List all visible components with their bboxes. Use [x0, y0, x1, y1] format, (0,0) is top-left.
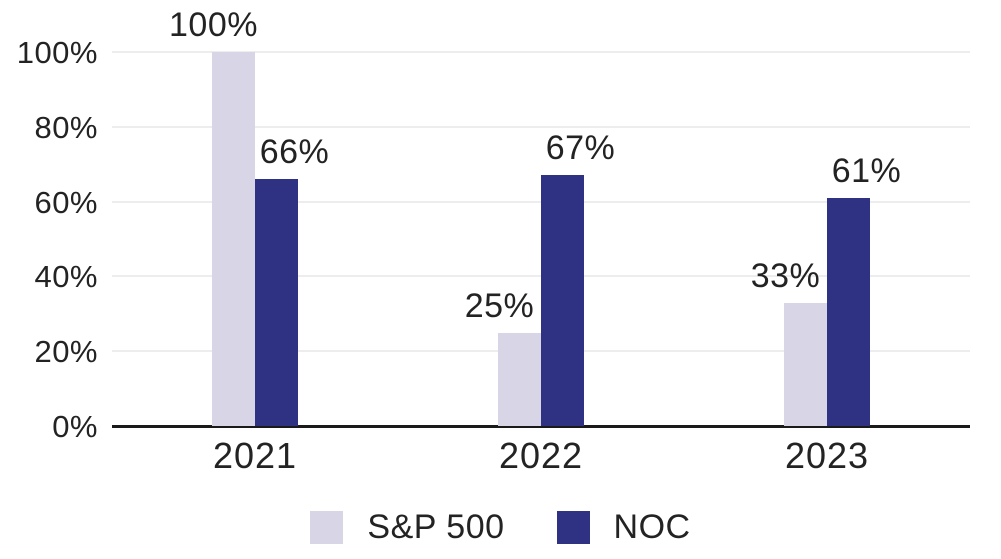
bar-value-label: 33% [750, 256, 821, 295]
y-axis-tick-label: 40% [34, 259, 98, 295]
legend-swatch-sp500 [310, 510, 344, 544]
y-axis-tick-label: 60% [34, 184, 98, 220]
chart-legend: S&P 500 NOC [0, 509, 1001, 545]
bar-value-label: 25% [464, 286, 535, 325]
gridline [112, 51, 970, 53]
x-axis-category-label: 2022 [498, 435, 584, 476]
bar-noc [827, 197, 870, 426]
y-axis-tick-label: 80% [34, 109, 98, 145]
bar-noc [255, 179, 298, 426]
x-axis-category-label: 2023 [784, 435, 870, 476]
x-axis-line [112, 424, 970, 428]
bar-value-label: 61% [831, 151, 902, 190]
bar-value-label: 66% [259, 133, 330, 172]
bar-sp500 [498, 332, 541, 426]
bar-sp500 [784, 302, 827, 426]
bar-value-label: 67% [545, 129, 616, 168]
bar-noc [541, 175, 584, 426]
gridline [112, 125, 970, 128]
x-axis-category-label: 2021 [212, 435, 298, 476]
legend-item: S&P 500 [310, 509, 504, 545]
legend-label: S&P 500 [367, 508, 505, 546]
bar-value-label: 100% [169, 6, 258, 44]
legend-item: NOC [556, 508, 691, 546]
bar-sp500 [212, 52, 255, 426]
legend-label: NOC [613, 508, 691, 546]
y-axis-tick-label: 100% [16, 35, 98, 70]
legend-swatch-noc [556, 510, 590, 544]
y-axis-tick-label: 0% [52, 409, 98, 444]
y-axis-tick-label: 20% [34, 334, 98, 370]
